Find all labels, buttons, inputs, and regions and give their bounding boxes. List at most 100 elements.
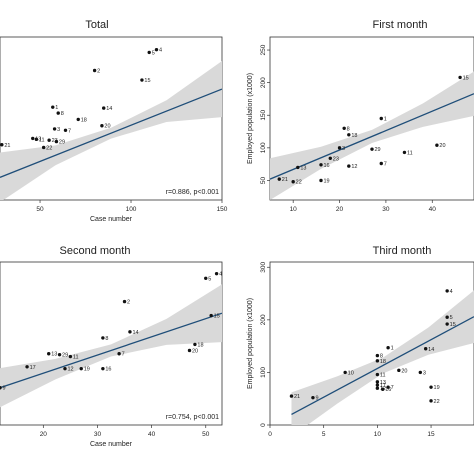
- data-point: [56, 111, 60, 115]
- point-label: 3: [423, 370, 426, 376]
- point-label: 15: [463, 75, 469, 81]
- data-point: [0, 143, 4, 147]
- data-point: [57, 352, 62, 357]
- x-tick-label: 20: [40, 431, 48, 438]
- data-point: [289, 394, 294, 398]
- data-point: [214, 271, 219, 276]
- plot-area: 45 2 15 1 14 8 18 20 3 7 11 23 29 13 22 21: [0, 47, 222, 200]
- data-point: [47, 352, 51, 356]
- data-point: [117, 352, 121, 356]
- data-point: [54, 139, 59, 144]
- stat-annotation: r=0.886, p<0.001: [166, 189, 219, 196]
- data-point: [76, 117, 80, 122]
- data-point: [319, 178, 323, 183]
- data-point: [101, 336, 105, 340]
- point-label: 1: [55, 105, 58, 111]
- confidence-band: [0, 60, 222, 200]
- point-label: 11: [73, 355, 79, 361]
- point-label: 18: [81, 117, 87, 123]
- y-axis-label: Employed population (x1000): [247, 298, 254, 389]
- point-label: 14: [106, 106, 112, 112]
- x-tick-label: 100: [126, 206, 137, 213]
- point-label: 18: [351, 133, 357, 139]
- chart-title: Third month: [373, 245, 432, 257]
- x-tick-label: 30: [382, 206, 390, 213]
- point-label: 23: [52, 138, 58, 144]
- data-point: [375, 372, 380, 377]
- point-label: 8: [380, 354, 383, 360]
- point-label: 4: [450, 289, 453, 295]
- plot-area: 451511481820103111317127161922219: [289, 289, 474, 425]
- point-label: 11: [407, 150, 413, 156]
- data-point: [277, 177, 281, 181]
- point-label: 22: [434, 399, 440, 405]
- point-label: 14: [132, 330, 138, 336]
- point-label: 21: [4, 143, 10, 149]
- point-label: 3: [342, 146, 345, 152]
- data-point: [423, 347, 428, 351]
- point-label: 2: [127, 300, 130, 306]
- y-tick-label: 100: [260, 142, 267, 153]
- point-label: 15: [450, 322, 456, 328]
- confidence-band: [0, 284, 222, 408]
- point-label: 29: [62, 353, 68, 359]
- data-point: [204, 276, 208, 280]
- point-label: 7: [68, 128, 71, 134]
- data-point: [154, 47, 159, 52]
- point-label: 4: [159, 48, 162, 54]
- point-label: 19: [324, 178, 330, 184]
- point-label: 8: [61, 111, 64, 117]
- point-label: 7: [122, 352, 125, 358]
- point-label: 5: [208, 276, 211, 282]
- point-label: 22: [46, 145, 52, 151]
- data-point: [445, 322, 449, 326]
- data-point: [79, 366, 83, 371]
- data-point: [375, 359, 380, 363]
- point-label: 16: [105, 367, 111, 373]
- data-point: [209, 313, 213, 318]
- point-label: 21: [282, 177, 288, 183]
- data-point: [92, 68, 97, 73]
- y-tick-label: 200: [260, 314, 267, 325]
- panel-1: 45 2 15 1 14 8 18 20 3 7 11 23 29 13 22 21 50 100 150 Total…: [0, 19, 228, 223]
- x-tick-label: 150: [217, 206, 228, 213]
- point-label: 5: [152, 50, 155, 56]
- data-point: [386, 385, 390, 389]
- point-label: 5: [450, 315, 453, 321]
- chart-title: Total: [85, 19, 108, 31]
- point-label: 4: [219, 272, 222, 278]
- data-point: [337, 146, 342, 150]
- y-tick-label: 250: [260, 44, 267, 55]
- x-tick-label: 10: [290, 206, 298, 213]
- y-tick-label: 100: [260, 367, 267, 378]
- data-point: [193, 342, 197, 347]
- point-label: 7: [391, 385, 394, 391]
- data-point: [31, 136, 35, 141]
- y-tick-label: 150: [260, 109, 267, 120]
- data-point: [347, 164, 351, 168]
- data-point: [63, 128, 68, 132]
- point-label: 19: [84, 367, 90, 373]
- confidence-band: [291, 290, 474, 425]
- data-point: [458, 75, 462, 80]
- data-point: [101, 366, 105, 371]
- point-label: 29: [59, 140, 65, 146]
- data-point: [402, 150, 407, 155]
- data-point: [347, 133, 351, 137]
- point-label: 9: [3, 386, 6, 392]
- point-label: 19: [434, 385, 440, 391]
- point-label: 29: [375, 147, 381, 153]
- data-point: [375, 353, 380, 358]
- data-point: [0, 386, 2, 390]
- point-label: 2: [97, 69, 100, 75]
- fit-line: [291, 316, 474, 416]
- point-label: 8: [347, 126, 350, 132]
- data-point: [296, 165, 300, 170]
- data-point: [375, 386, 380, 390]
- point-label: 13: [300, 165, 306, 171]
- fit-line: [0, 88, 222, 178]
- chart-title: Second month: [60, 245, 131, 257]
- point-label: 9: [315, 396, 318, 402]
